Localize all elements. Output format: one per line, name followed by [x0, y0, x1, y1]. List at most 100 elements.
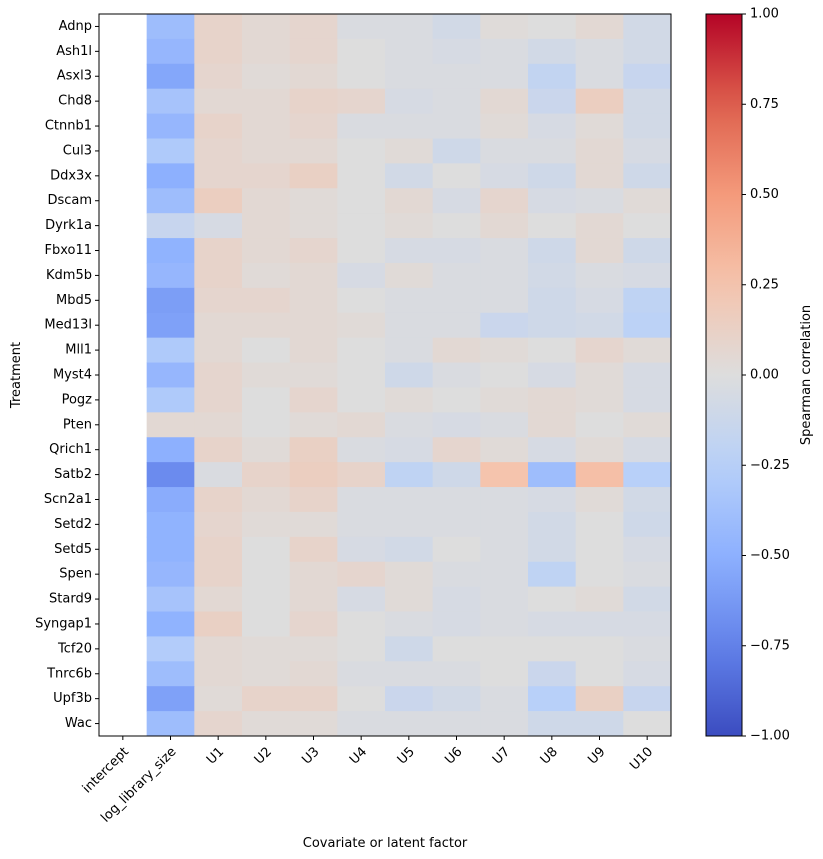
- heatmap-cell: [194, 287, 243, 314]
- heatmap-cell: [528, 163, 577, 189]
- heatmap-cell: [432, 462, 481, 488]
- heatmap-cell: [194, 561, 243, 588]
- heatmap-cell: [623, 188, 672, 214]
- heatmap-cell: [242, 711, 291, 737]
- heatmap-cell: [432, 511, 481, 538]
- heatmap-cell: [337, 188, 386, 214]
- heatmap-cell: [480, 412, 529, 438]
- heatmap-cell: [289, 262, 338, 289]
- heatmap-cell: [480, 88, 529, 115]
- heatmap-cell: [528, 487, 577, 513]
- row-label: Setd5: [54, 542, 92, 557]
- heatmap-cell: [480, 138, 529, 164]
- heatmap-cell: [385, 611, 434, 637]
- heatmap-cell: [528, 611, 577, 637]
- heatmap-cell: [385, 188, 434, 214]
- heatmap-cell: [337, 337, 386, 364]
- heatmap-cell: [242, 312, 291, 339]
- heatmap-cell: [146, 188, 195, 214]
- heatmap-cell: [242, 163, 291, 189]
- heatmap-cell: [575, 711, 624, 737]
- heatmap-cell: [242, 387, 291, 413]
- heatmap-cell: [432, 38, 481, 65]
- heatmap-cell: [480, 387, 529, 413]
- heatmap-cell: [528, 38, 577, 65]
- heatmap-cell: [194, 38, 243, 65]
- heatmap-cell: [146, 213, 195, 239]
- heatmap-cell: [623, 412, 672, 438]
- column-label: U10: [627, 744, 656, 773]
- colorbar-tick-label: 0.00: [750, 368, 779, 383]
- heatmap-cell: [480, 362, 529, 388]
- heatmap-cell: [528, 362, 577, 388]
- heatmap-cell: [146, 611, 195, 637]
- heatmap-cell: [528, 337, 577, 364]
- heatmap-cell: [528, 561, 577, 588]
- heatmap-cell: [528, 536, 577, 563]
- heatmap-cell: [575, 686, 624, 712]
- row-label: Scn2a1: [44, 492, 92, 507]
- heatmap-cell: [432, 113, 481, 139]
- heatmap-cell: [623, 611, 672, 637]
- heatmap-cell: [289, 711, 338, 737]
- heatmap-cell: [528, 387, 577, 413]
- heatmap-cell: [194, 661, 243, 687]
- column-label: U8: [538, 744, 561, 767]
- heatmap-cell: [337, 636, 386, 662]
- heatmap-cell: [242, 611, 291, 637]
- heatmap-cell: [623, 586, 672, 613]
- heatmap-cell: [385, 686, 434, 712]
- heatmap-cell: [528, 88, 577, 115]
- heatmap-cell: [480, 188, 529, 214]
- heatmap-cell: [575, 38, 624, 65]
- heatmap-cell: [146, 38, 195, 65]
- heatmap-cell: [432, 88, 481, 115]
- heatmap-cell: [289, 586, 338, 613]
- heatmap-cell: [194, 636, 243, 662]
- heatmap-cell: [432, 337, 481, 364]
- row-label: Adnp: [59, 19, 92, 34]
- heatmap-cell: [575, 238, 624, 264]
- heatmap-cell: [194, 88, 243, 115]
- heatmap-cell: [146, 88, 195, 115]
- heatmap-cell: [528, 113, 577, 139]
- heatmap-cell: [623, 14, 672, 40]
- heatmap-cell: [289, 14, 338, 40]
- heatmap-cell: [146, 412, 195, 438]
- heatmap-cell: [432, 14, 481, 40]
- heatmap-cell: [337, 661, 386, 687]
- heatmap-cell: [289, 686, 338, 712]
- heatmap-cell: [528, 63, 577, 90]
- heatmap-cell: [194, 487, 243, 513]
- row-label: Kdm5b: [46, 268, 92, 283]
- heatmap-cell: [575, 262, 624, 289]
- heatmap-cell: [242, 661, 291, 687]
- heatmap-cell: [194, 337, 243, 364]
- heatmap-cell: [575, 511, 624, 538]
- heatmap-cell: [528, 188, 577, 214]
- heatmap-cell: [242, 437, 291, 463]
- heatmap-cell: [528, 711, 577, 737]
- heatmap-cell: [194, 711, 243, 737]
- heatmap-cell: [337, 437, 386, 463]
- heatmap-cell: [289, 511, 338, 538]
- heatmap-cell: [289, 487, 338, 513]
- heatmap-cell: [480, 262, 529, 289]
- heatmap-cell: [528, 312, 577, 339]
- heatmap-cell: [337, 213, 386, 239]
- heatmap-cell: [194, 462, 243, 488]
- heatmap-cell: [528, 14, 577, 40]
- heatmap-cell: [289, 412, 338, 438]
- column-label: U6: [442, 744, 465, 767]
- heatmap-cell: [575, 88, 624, 115]
- heatmap-cell: [432, 412, 481, 438]
- heatmap-cell: [289, 661, 338, 687]
- heatmap-cell: [194, 138, 243, 164]
- heatmap-cell: [575, 337, 624, 364]
- heatmap-cell: [337, 163, 386, 189]
- heatmap-cell: [528, 636, 577, 662]
- heatmap-cell: [480, 14, 529, 40]
- heatmap-cell: [242, 462, 291, 488]
- heatmap-cell: [623, 711, 672, 737]
- row-labels: Adnp Ash1l Asxl3 Chd8 Ctnnb1 Cul3 Ddx3x Dscam Dy…: [35, 19, 99, 731]
